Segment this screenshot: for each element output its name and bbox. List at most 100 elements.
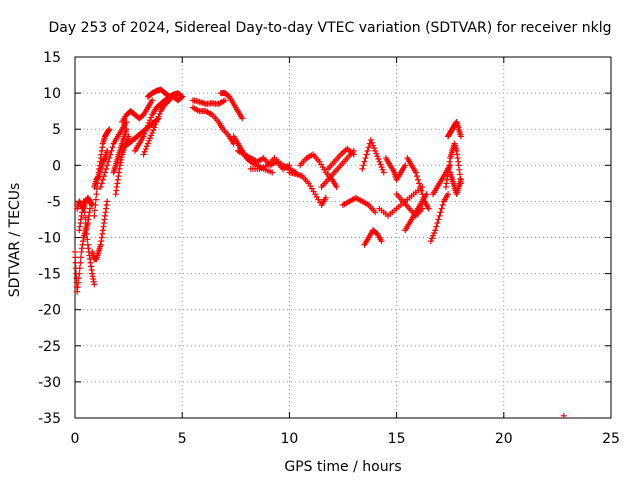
data-point-marker xyxy=(359,165,366,172)
data-point-marker xyxy=(106,126,113,133)
data-point-marker xyxy=(148,132,155,139)
data-point-marker xyxy=(363,151,370,158)
data-point-marker xyxy=(153,118,160,125)
data-point-marker xyxy=(107,151,114,158)
data-point-marker xyxy=(87,205,94,212)
data-point-marker xyxy=(99,176,106,183)
data-point-marker xyxy=(457,133,464,140)
y-tick-label: -15 xyxy=(38,267,61,283)
data-point-marker xyxy=(145,137,152,144)
data-point-marker xyxy=(149,129,156,136)
data-point-marker xyxy=(433,223,440,230)
data-point-marker xyxy=(154,116,161,123)
data-point-marker xyxy=(76,265,83,272)
data-point-marker xyxy=(92,202,99,209)
data-point-marker xyxy=(76,270,83,277)
y-tick-label: 15 xyxy=(43,50,61,66)
data-point-marker xyxy=(143,143,150,150)
data-point-marker xyxy=(98,180,105,187)
data-point-marker xyxy=(380,169,387,176)
data-point-marker xyxy=(417,183,424,190)
data-point-marker xyxy=(377,161,384,168)
data-point-marker xyxy=(83,230,90,237)
data-point-marker xyxy=(560,412,567,419)
data-point-marker xyxy=(367,137,374,144)
data-point-marker xyxy=(374,153,381,160)
y-tick-label: -10 xyxy=(38,231,61,247)
data-point-marker xyxy=(144,140,151,147)
data-point-marker xyxy=(104,198,111,205)
data-point-marker xyxy=(91,281,98,288)
data-point-marker xyxy=(372,209,379,216)
data-point-marker xyxy=(105,158,112,165)
data-point-marker xyxy=(445,191,452,198)
data-point-marker xyxy=(378,164,385,171)
data-point-marker xyxy=(108,147,115,154)
x-tick-label: 15 xyxy=(388,431,406,447)
data-point-marker xyxy=(147,117,154,124)
data-point-marker xyxy=(333,183,340,190)
data-point-marker xyxy=(365,144,372,151)
x-tick-label: 20 xyxy=(495,431,513,447)
data-point-marker xyxy=(373,150,380,157)
data-point-marker xyxy=(125,133,132,140)
data-point-marker xyxy=(148,114,155,121)
y-tick-label: 10 xyxy=(43,86,61,102)
data-point-marker xyxy=(402,162,409,169)
x-tick-label: 10 xyxy=(280,431,298,447)
data-point-marker xyxy=(370,142,377,149)
x-tick-label: 0 xyxy=(71,431,80,447)
data-point-marker xyxy=(140,151,147,158)
data-point-marker xyxy=(416,180,423,187)
data-point-marker xyxy=(372,147,379,154)
x-tick-label: 5 xyxy=(178,431,187,447)
axis-ticks: 0 5 10 15 20 25 15 10 5 0 -5 -10 -15 -20 -25 -30 -35 xyxy=(38,50,620,447)
data-point-marker xyxy=(84,236,91,243)
data-point-marker xyxy=(379,166,386,173)
data-point-marker xyxy=(97,183,104,190)
data-point-marker xyxy=(72,254,79,261)
data-point-marker xyxy=(427,238,434,245)
y-tick-label: -25 xyxy=(38,339,61,355)
data-point-marker xyxy=(81,209,88,216)
data-point-marker xyxy=(378,238,385,245)
y-tick-label: 0 xyxy=(52,158,61,174)
data-point-marker xyxy=(375,155,382,162)
x-axis-label: GPS time / hours xyxy=(284,459,401,475)
data-point-marker xyxy=(435,216,442,223)
data-point-marker xyxy=(178,94,185,101)
data-point-marker xyxy=(361,158,368,165)
data-point-marker xyxy=(156,110,163,117)
data-point-marker xyxy=(82,214,89,221)
data-point-marker xyxy=(362,155,369,162)
data-point-marker xyxy=(140,133,147,140)
data-point-marker xyxy=(350,151,357,158)
data-point-marker xyxy=(371,145,378,152)
data-point-marker xyxy=(100,173,107,180)
data-point-marker xyxy=(141,130,148,137)
data-point-marker xyxy=(432,227,439,234)
data-point-marker xyxy=(413,173,420,180)
data-point-marker xyxy=(91,212,98,219)
data-point-marker xyxy=(145,119,152,126)
data-point-marker xyxy=(420,194,427,201)
y-tick-label: -35 xyxy=(38,411,61,427)
data-point-marker xyxy=(123,126,130,133)
data-point-marker xyxy=(77,254,84,261)
data-point-marker xyxy=(93,191,100,198)
data-point-marker xyxy=(439,202,446,209)
data-point-marker xyxy=(431,229,438,236)
data-point-marker xyxy=(322,194,329,201)
data-point-marker xyxy=(103,165,110,172)
data-point-marker xyxy=(142,128,149,135)
data-point-marker xyxy=(147,135,154,142)
data-point-marker xyxy=(434,220,441,227)
y-tick-label: -5 xyxy=(47,194,61,210)
data-point-marker xyxy=(142,146,149,153)
data-point-marker xyxy=(150,127,157,134)
data-point-marker xyxy=(222,97,229,104)
data-point-marker xyxy=(92,196,99,203)
data-point-marker xyxy=(82,220,89,227)
y-tick-label: -20 xyxy=(38,303,61,319)
